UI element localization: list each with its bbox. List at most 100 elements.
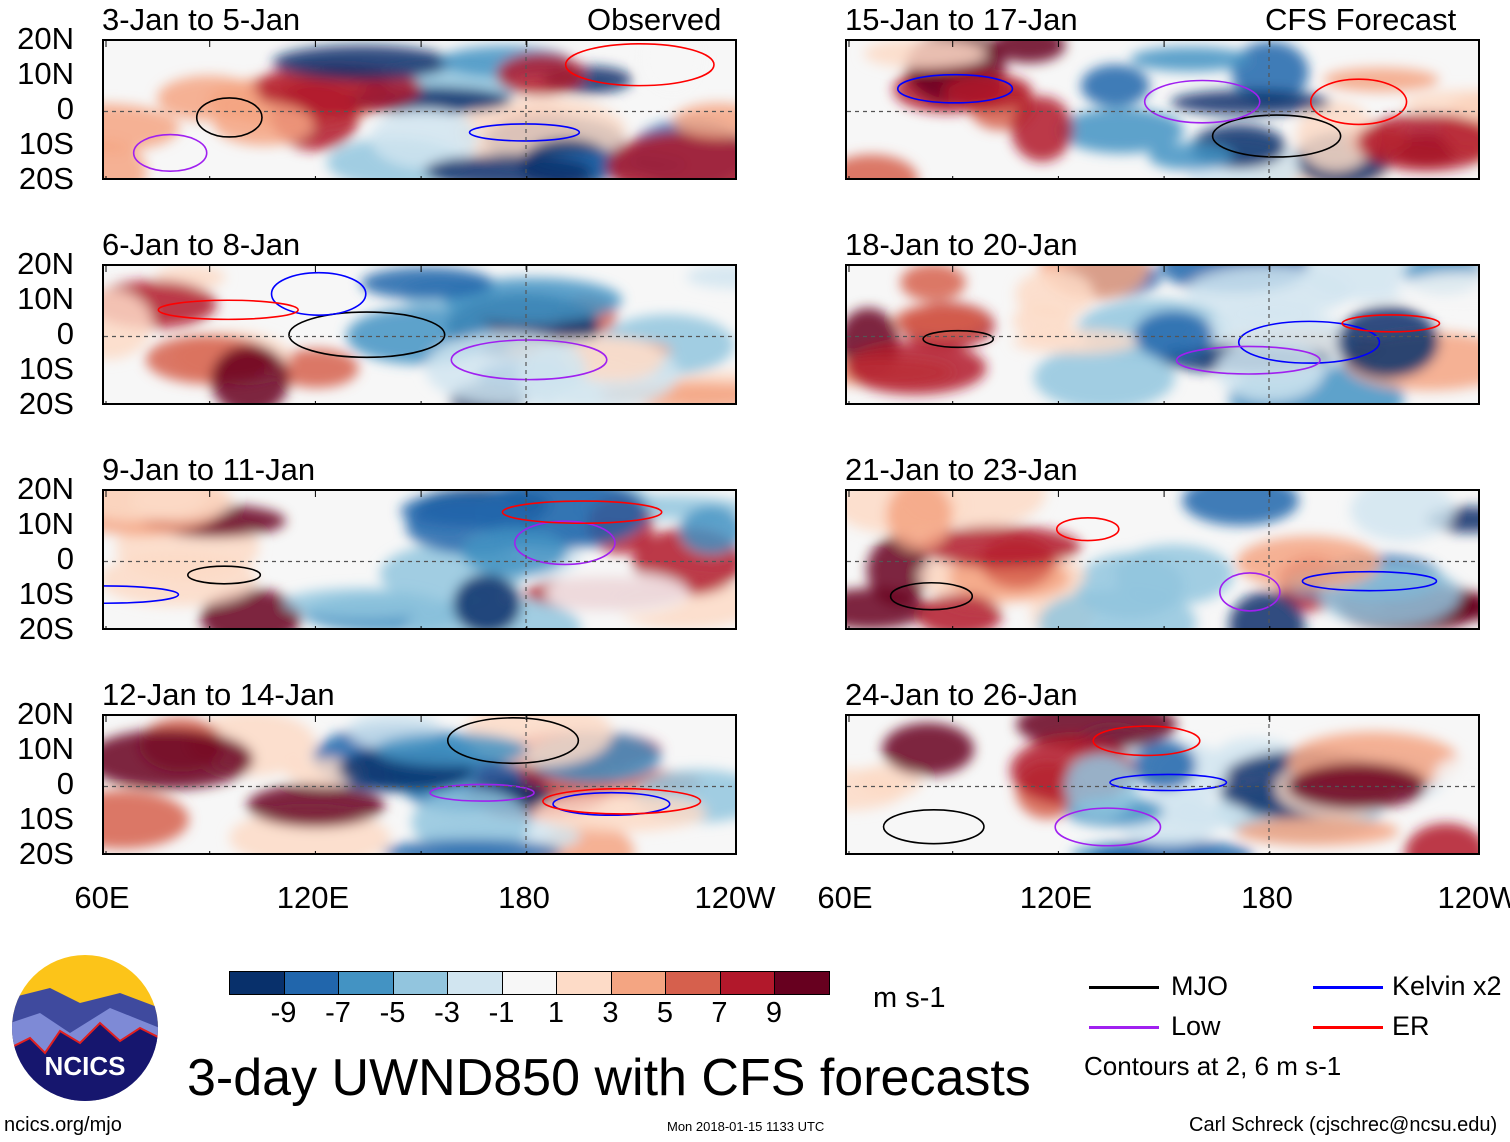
colorbar-swatch [502,972,557,994]
wave-contour [564,42,715,87]
colorbar-tick-label: 3 [602,997,619,1029]
colorbar-swatch [448,972,503,994]
wave-contour [1109,773,1228,792]
panel-title: 24-Jan to 26-Jan [845,677,1078,712]
wave-contour [542,787,702,815]
lat-label: 20S [18,386,74,421]
colorbar-tick-label: 7 [711,997,728,1029]
main-title: 3-day UWND850 with CFS forecasts [187,1049,1031,1107]
lat-label: 10S [18,576,74,611]
colorbar-tick-label: 5 [656,997,674,1029]
colorbar-swatch [775,972,829,994]
colorbar [229,971,830,995]
colorbar-tick-label: 9 [765,997,783,1029]
legend-label-er: ER [1392,1011,1430,1041]
wave-contour [195,97,263,138]
lat-label: 20N [17,21,74,56]
wave-contour [1054,807,1162,847]
wave-contour [889,581,974,611]
wave-contour [1175,345,1321,375]
lat-label: 10N [17,506,74,541]
wind-map-panel [102,264,737,405]
panel-tag: Observed [587,2,722,37]
legend-line-low [1089,1026,1159,1029]
panel-title: 18-Jan to 20-Jan [845,227,1078,262]
colorbar-tick-label: -3 [434,997,460,1029]
colorbar-units: m s-1 [873,982,946,1014]
colorbar-tick-label: -9 [270,997,297,1029]
wave-contour [1055,516,1120,542]
panel-title: 6-Jan to 8-Jan [102,227,301,262]
colorbar-swatch [393,972,448,994]
lat-label: 0 [56,91,74,126]
colorbar-swatch [339,972,394,994]
lat-label: 10S [18,801,74,836]
wind-map-panel [102,39,737,180]
wind-map-panel [845,264,1480,405]
wave-contour [468,123,581,142]
wind-anomaly-field [104,491,735,628]
legend-label-kelvin: Kelvin x2 [1392,971,1502,1001]
legend-label-mjo: MJO [1171,971,1228,1001]
legend-line-er [1313,1026,1383,1029]
logo-text: NCICS [45,1051,126,1081]
wave-contour [1092,725,1201,757]
lat-label: 0 [56,541,74,576]
lat-label: 20N [17,471,74,506]
wave-contour [270,271,367,316]
lon-label: 120W [694,880,776,915]
colorbar-tick-label: -5 [379,997,406,1029]
lon-label: 120E [276,880,350,915]
wave-contour [446,717,580,765]
lat-label: 20S [18,161,74,196]
colorbar-swatch [230,972,285,994]
lon-label: 60E [74,880,130,915]
legend-line-mjo [1089,986,1159,989]
panel-title: 3-Jan to 5-Jan [102,2,301,37]
panel-title: 9-Jan to 11-Jan [102,452,316,487]
wave-contour [1211,114,1342,158]
legend-line-kelvin [1313,986,1383,989]
wind-anomaly-field [847,266,1478,403]
wind-map-panel [102,489,737,630]
panel-tag: CFS Forecast [1265,2,1457,37]
lat-label: 10N [17,731,74,766]
wind-map-panel [845,714,1480,855]
lat-label: 20S [18,611,74,646]
wind-map-panel [845,39,1480,180]
panel-title: 12-Jan to 14-Jan [102,677,335,712]
legend-label-low: Low [1171,1011,1221,1041]
wave-contour [450,339,608,381]
wind-anomaly-field [104,716,735,853]
wave-contour [187,565,262,585]
colorbar-swatch [557,972,612,994]
wind-anomaly-field [847,716,1478,853]
wave-contour [1219,572,1281,612]
lat-label: 20S [18,836,74,871]
wind-map-panel [102,714,737,855]
wave-contour [922,329,995,349]
lat-label: 20N [17,246,74,281]
lon-label: 60E [817,880,873,915]
lat-label: 0 [56,766,74,801]
footer-timestamp: Mon 2018-01-15 1133 UTC [667,1119,825,1134]
lat-label: 0 [56,316,74,351]
wave-contour [1237,320,1381,364]
colorbar-swatch [284,972,339,994]
wave-contour [132,133,208,173]
wave-contour [1341,314,1441,333]
wave-contour [288,311,446,359]
panel-title: 15-Jan to 17-Jan [845,2,1078,37]
wave-contour [513,520,616,566]
colorbar-swatch [666,972,721,994]
wave-contour [882,809,985,845]
wave-contour [157,299,299,321]
wave-contour [1301,570,1438,592]
footer-url[interactable]: ncics.org/mjo [4,1114,122,1136]
footer-credit: Carl Schreck (cjschrec@ncsu.edu) [1189,1114,1498,1136]
lat-label: 20N [17,696,74,731]
lon-label: 120E [1019,880,1093,915]
wind-map-panel [845,489,1480,630]
wave-contour [104,585,180,605]
colorbar-swatch [611,972,666,994]
